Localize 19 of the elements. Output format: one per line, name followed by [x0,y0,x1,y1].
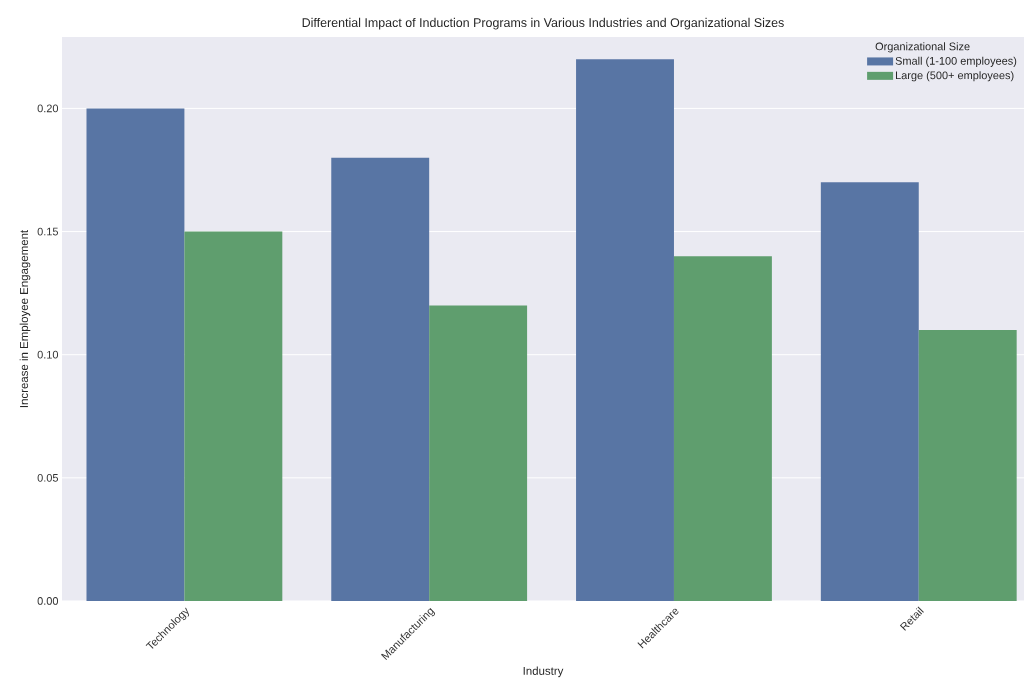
bar [673,256,772,601]
y-axis-title: Increase in Employee Engagement [19,229,31,408]
y-tick-label: 0.05 [37,473,59,482]
bar [184,231,283,601]
bar [820,182,919,601]
x-axis-title: Industry [523,666,564,678]
y-tick-label: 0.00 [37,597,59,605]
bar [331,157,430,601]
bar [918,330,1017,601]
y-tick-label: 0.20 [37,104,59,113]
bar [86,108,185,601]
legend-label: Small (1-100 employees) [895,56,1017,67]
y-tick-label: 0.15 [37,227,59,236]
bar [429,305,528,601]
chart-title: Differential Impact of Induction Programs in Various Industries and Organizational Sizes [302,17,784,30]
legend-title: Organizational Size [875,42,970,53]
legend-label: Large (500+ employees) [896,71,1014,82]
bar [576,59,674,601]
y-tick-label: 0.10 [37,350,59,359]
